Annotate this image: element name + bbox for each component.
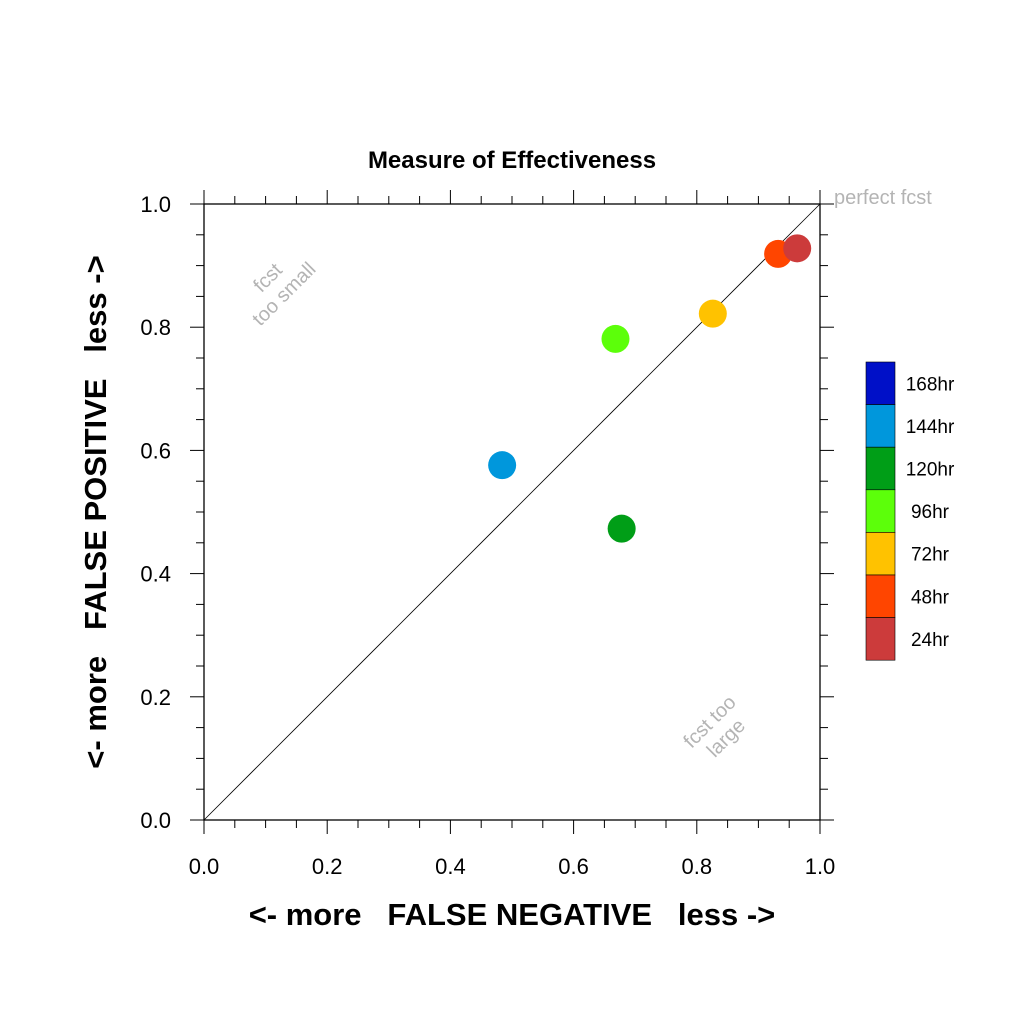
x-axis-label: <- more FALSE NEGATIVE less -> (249, 897, 776, 932)
fcst-too-large-note: fcst too large (680, 692, 750, 762)
legend-label-72hr: 72hr (911, 545, 950, 566)
legend: 168hr 144hr 120hr 96hr 72hr 48hr 24hr (865, 361, 955, 661)
y-tick-label: 1.0 (140, 192, 171, 217)
point-144hr (488, 451, 517, 480)
legend-label-144hr: 144hr (906, 417, 955, 438)
x-tick-label: 0.0 (189, 854, 220, 879)
y-tick-label: 0.0 (140, 808, 171, 833)
x-tick-labels: 0.0 0.2 0.4 0.6 0.8 1.0 (189, 854, 836, 879)
point-120hr (607, 514, 636, 543)
tick-marks (190, 190, 834, 834)
y-tick-labels: 0.0 0.2 0.4 0.6 0.8 1.0 (140, 192, 171, 833)
x-tick-label: 0.2 (312, 854, 343, 879)
legend-label-48hr: 48hr (911, 587, 950, 608)
perfect-fcst-note: perfect fcst (834, 187, 932, 209)
legend-swatch-144hr (865, 404, 896, 448)
point-24hr (783, 234, 812, 263)
data-points (488, 234, 812, 543)
legend-swatch-168hr (865, 361, 896, 405)
fcst-too-small-note: fcst too small (248, 258, 320, 330)
legend-label-96hr: 96hr (911, 502, 950, 523)
legend-label-24hr: 24hr (911, 630, 950, 651)
chart-title: Measure of Effectiveness (368, 147, 656, 174)
legend-swatch-120hr (865, 446, 896, 491)
y-tick-label: 0.2 (140, 685, 171, 710)
y-axis-label: <- more FALSE POSITIVE less -> (78, 255, 113, 768)
y-tick-label: 0.4 (140, 562, 171, 587)
legend-label-168hr: 168hr (906, 374, 955, 395)
x-tick-label: 0.6 (558, 854, 589, 879)
legend-swatch-96hr (865, 489, 896, 533)
fcst-too-small-line2: too small (248, 258, 320, 330)
x-tick-label: 0.8 (682, 854, 713, 879)
y-tick-label: 0.6 (140, 438, 171, 463)
x-tick-label: 0.4 (435, 854, 466, 879)
x-tick-label: 1.0 (805, 854, 836, 879)
legend-swatch-48hr (865, 574, 896, 618)
y-tick-label: 0.8 (140, 315, 171, 340)
point-96hr (601, 324, 630, 353)
legend-label-120hr: 120hr (906, 460, 955, 481)
point-72hr (698, 299, 727, 328)
legend-swatch-72hr (865, 532, 896, 576)
legend-swatch-24hr (865, 617, 896, 661)
